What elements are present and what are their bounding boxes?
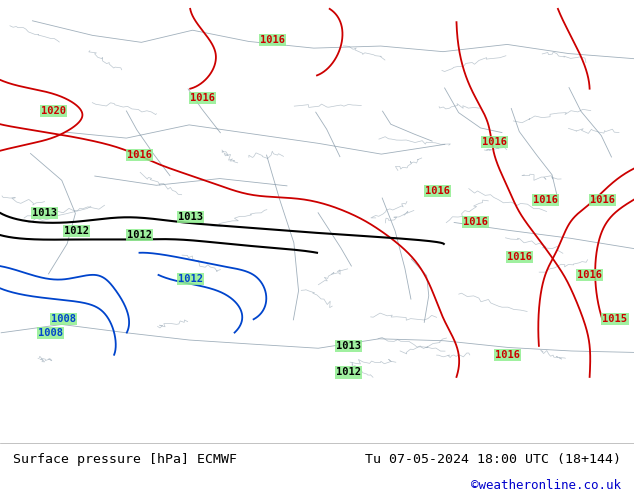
Text: 1012: 1012 bbox=[63, 225, 89, 236]
Text: 1013: 1013 bbox=[178, 212, 203, 222]
Text: 1012: 1012 bbox=[178, 274, 203, 284]
Text: 1016: 1016 bbox=[507, 252, 533, 262]
Text: 1015: 1015 bbox=[602, 314, 628, 324]
Text: 1016: 1016 bbox=[425, 186, 450, 196]
Text: 1008: 1008 bbox=[38, 328, 63, 338]
Text: 1016: 1016 bbox=[577, 270, 602, 280]
Text: 1013: 1013 bbox=[32, 208, 57, 218]
Text: 1016: 1016 bbox=[533, 195, 558, 204]
Text: 1008: 1008 bbox=[51, 314, 76, 324]
Text: 1012: 1012 bbox=[336, 368, 361, 377]
Text: 1016: 1016 bbox=[463, 217, 488, 227]
Text: 1016: 1016 bbox=[590, 195, 615, 204]
Text: 1016: 1016 bbox=[495, 350, 520, 360]
Text: ©weatheronline.co.uk: ©weatheronline.co.uk bbox=[471, 479, 621, 490]
Text: 1016: 1016 bbox=[260, 35, 285, 45]
Text: Surface pressure [hPa] ECMWF: Surface pressure [hPa] ECMWF bbox=[13, 453, 236, 466]
Text: Tu 07-05-2024 18:00 UTC (18+144): Tu 07-05-2024 18:00 UTC (18+144) bbox=[365, 453, 621, 466]
Text: 1016: 1016 bbox=[482, 137, 507, 147]
Text: 1016: 1016 bbox=[190, 93, 216, 102]
Text: 1013: 1013 bbox=[336, 341, 361, 351]
Text: 1012: 1012 bbox=[127, 230, 152, 240]
Text: 1020: 1020 bbox=[41, 106, 67, 116]
Text: 1016: 1016 bbox=[127, 150, 152, 160]
